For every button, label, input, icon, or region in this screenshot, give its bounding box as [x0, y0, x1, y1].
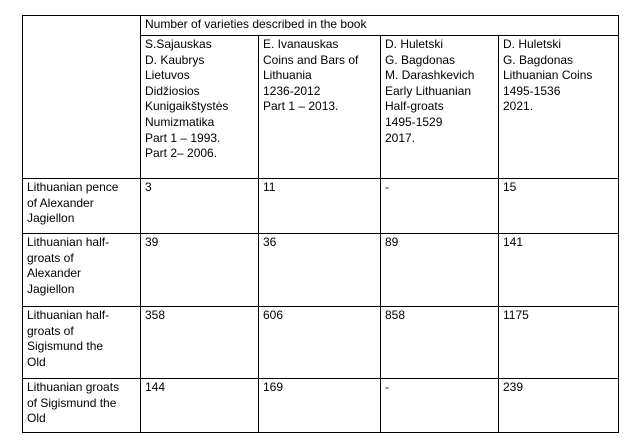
- value-cell: -: [380, 378, 499, 433]
- text-line: Jagiellon: [27, 211, 75, 226]
- text-line: 1495-1529: [385, 114, 443, 129]
- value-cell: 358: [140, 306, 259, 379]
- row-label: Lithuanian groats of Sigismund the Old: [22, 378, 141, 433]
- text-line: 1495-1536: [503, 83, 561, 98]
- text-line: Part 2– 2006.: [145, 146, 218, 161]
- text-line: Alexander: [27, 266, 82, 281]
- text-line: Lithuanian half-: [27, 308, 110, 322]
- text-line: Lithuanian groats: [27, 380, 120, 394]
- text-line: Part 1 – 1993.: [145, 130, 221, 145]
- text-line: of Sigismund the: [27, 395, 117, 410]
- value-cell: 141: [498, 233, 619, 307]
- column-header: D. Huletski G. Bagdonas Lithuanian Coins 14…: [498, 35, 619, 179]
- text-line: Kunigaikštystės: [145, 99, 229, 114]
- value-cell: 36: [258, 233, 381, 307]
- text-line: D. Kaubrys: [145, 52, 205, 67]
- value-cell: 169: [258, 378, 381, 433]
- text-line: Coins and Bars of: [263, 52, 359, 67]
- text-line: S.Sajauskas: [145, 37, 212, 51]
- text-line: Sigismund the: [27, 339, 104, 354]
- text-line: Numizmatika: [145, 114, 215, 129]
- column-header: S.Sajauskas D. Kaubrys Lietuvos Didžiosios K…: [140, 35, 259, 179]
- data-row: Lithuanian pence of Alexander Jagiellon 3 11…: [22, 178, 619, 234]
- header-row: Number of varieties described in the boo…: [22, 15, 619, 179]
- text-line: Didžiosios: [145, 83, 200, 98]
- text-line: Part 1 – 2013.: [263, 99, 339, 114]
- value-cell: 239: [498, 378, 619, 433]
- text-line: of Alexander: [27, 195, 94, 210]
- group-header: Number of varieties described in the boo…: [140, 15, 619, 36]
- text-line: D. Huletski: [503, 37, 562, 51]
- text-line: 2021.: [503, 99, 534, 114]
- text-line: groats of: [27, 250, 74, 265]
- corner-cell: [22, 15, 141, 179]
- text-line: Old: [27, 411, 46, 426]
- text-line: G. Bagdonas: [503, 52, 574, 67]
- text-line: Early Lithuanian: [385, 83, 472, 98]
- value-cell: 3: [140, 178, 259, 234]
- text-line: Lithuanian half-: [27, 235, 110, 249]
- value-cell: 1175: [498, 306, 619, 379]
- value-cell: 606: [258, 306, 381, 379]
- text-line: groats of: [27, 323, 74, 338]
- text-line: Lithuania: [263, 68, 312, 83]
- data-row: Lithuanian groats of Sigismund the Old 144 1…: [22, 378, 619, 433]
- text-line: Jagiellon: [27, 281, 75, 296]
- value-cell: 144: [140, 378, 259, 433]
- text-line: 1236-2012: [263, 83, 321, 98]
- text-line: Number of varieties described in the boo…: [145, 17, 367, 31]
- value-cell: 89: [380, 233, 499, 307]
- column-header: E. Ivanauskas Coins and Bars of Lithuania 1…: [258, 35, 381, 179]
- table: Number of varieties described in the boo…: [22, 15, 619, 433]
- text-line: E. Ivanauskas: [263, 37, 339, 51]
- data-row: Lithuanian half-groats of Sigismund the Ol…: [22, 306, 619, 379]
- text-line: D. Huletski: [385, 37, 444, 51]
- value-cell: 858: [380, 306, 499, 379]
- text-line: M. Darashkevich: [385, 68, 475, 83]
- text-line: Lithuanian Coins: [503, 68, 593, 83]
- text-line: Lietuvos: [145, 68, 190, 83]
- text-line: G. Bagdonas: [385, 52, 456, 67]
- value-cell: 39: [140, 233, 259, 307]
- header-row: S.Sajauskas D. Kaubrys Lietuvos Didžiosios K…: [23, 35, 619, 179]
- value-cell: -: [380, 178, 499, 234]
- text-line: Old: [27, 354, 46, 369]
- column-header: D. Huletski G. Bagdonas M. Darashkevich Ear…: [380, 35, 499, 179]
- value-cell: 11: [258, 178, 381, 234]
- text-line: Lithuanian pence: [27, 180, 119, 194]
- row-label: Lithuanian half-groats of Alexander Jagiel…: [22, 233, 141, 307]
- text-line: Half-groats: [385, 99, 444, 114]
- row-label: Lithuanian half-groats of Sigismund the Ol…: [22, 306, 141, 379]
- row-label: Lithuanian pence of Alexander Jagiellon: [22, 178, 141, 234]
- data-row: Lithuanian half-groats of Alexander Jagiel…: [22, 233, 619, 307]
- value-cell: 15: [498, 178, 619, 234]
- text-line: 2017.: [385, 130, 416, 145]
